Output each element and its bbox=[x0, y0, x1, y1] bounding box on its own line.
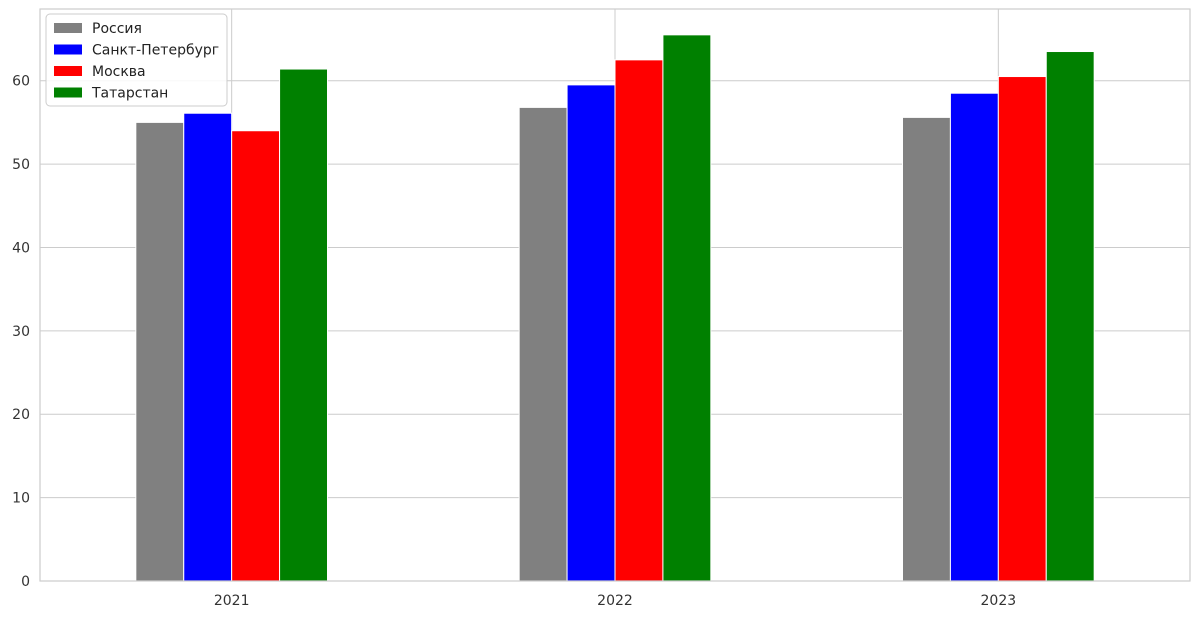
bars bbox=[135, 34, 1095, 582]
x-tick-label: 2021 bbox=[214, 593, 250, 609]
y-tick-label: 10 bbox=[12, 491, 30, 507]
x-tick-label: 2023 bbox=[981, 593, 1017, 609]
bar bbox=[566, 84, 616, 582]
y-tick-label: 40 bbox=[12, 240, 30, 256]
legend-label: Россия bbox=[92, 21, 142, 37]
legend-swatch bbox=[54, 66, 82, 76]
bar bbox=[231, 130, 281, 582]
bar bbox=[662, 34, 712, 582]
legend-label: Татарстан bbox=[91, 86, 168, 102]
bar bbox=[279, 68, 329, 582]
x-tick-label: 2022 bbox=[597, 593, 633, 609]
legend-box bbox=[45, 13, 228, 107]
y-tick-label: 20 bbox=[12, 407, 30, 423]
bar bbox=[614, 59, 664, 582]
legend: Россия Санкт-Петербург Москва Татарстан bbox=[45, 13, 228, 107]
bar bbox=[902, 116, 951, 582]
legend-swatch bbox=[54, 23, 82, 33]
y-tick-label: 60 bbox=[12, 74, 30, 90]
x-axis-ticks: 2021 2022 2023 bbox=[214, 593, 1016, 609]
bar bbox=[1045, 51, 1095, 582]
y-tick-label: 50 bbox=[12, 157, 30, 173]
legend-label: Москва bbox=[92, 64, 146, 80]
bar bbox=[997, 76, 1047, 582]
y-axis-ticks: 0 10 20 30 40 50 60 bbox=[12, 74, 30, 590]
bar bbox=[949, 92, 999, 582]
y-tick-label: 30 bbox=[12, 324, 30, 340]
bar bbox=[135, 121, 185, 582]
bar bbox=[518, 106, 568, 582]
y-tick-label: 0 bbox=[21, 574, 30, 590]
legend-swatch bbox=[54, 44, 82, 55]
plot-frame bbox=[39, 8, 1191, 582]
legend-label: Санкт-Петербург bbox=[92, 43, 219, 59]
bar bbox=[183, 112, 233, 582]
legend-swatch bbox=[54, 87, 82, 98]
